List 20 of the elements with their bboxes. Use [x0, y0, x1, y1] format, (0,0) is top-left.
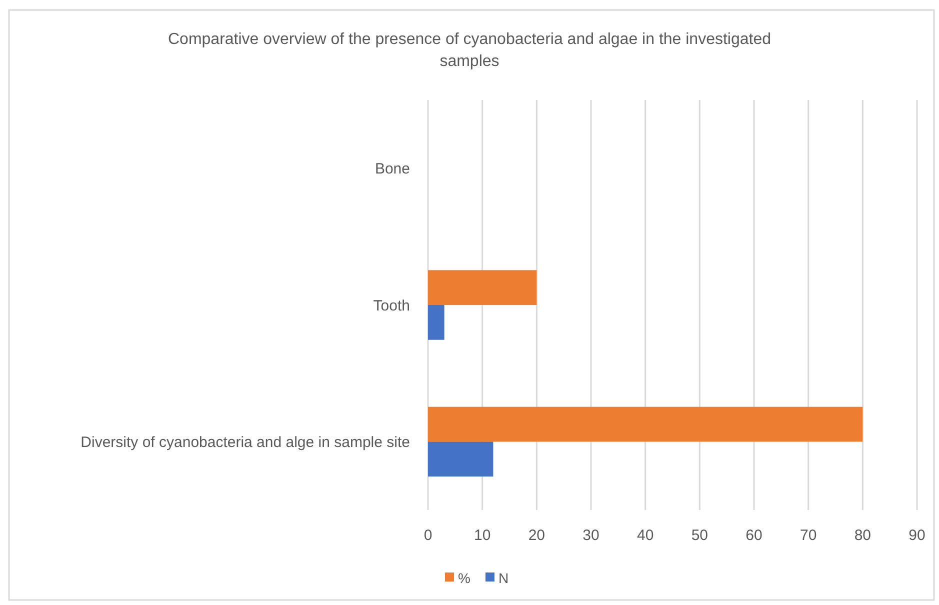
bar	[428, 406, 863, 442]
legend-label: N	[498, 570, 509, 586]
bar	[428, 442, 494, 477]
x-tick-label: 80	[854, 527, 872, 544]
x-tick-label: 0	[424, 527, 432, 544]
bar	[428, 270, 537, 305]
y-tick-label: Tooth	[373, 297, 410, 314]
y-tick-label: Diversity of cyanobacteria and alge in sample site	[80, 434, 410, 451]
x-tick-label: 70	[800, 527, 817, 544]
bar	[428, 305, 444, 340]
x-tick-label: 60	[746, 527, 762, 544]
x-tick-label: 30	[582, 527, 600, 544]
x-tick-label: 90	[908, 527, 926, 544]
x-tick-label: 50	[691, 527, 708, 544]
chart-title: Comparative overview of the presence of cyanobacteria and algae in the investigated samples	[168, 31, 772, 70]
x-tick-label: 10	[474, 527, 491, 544]
y-tick-label: Bone	[374, 160, 410, 178]
x-tick-label: 20	[528, 527, 546, 544]
legend-label: %	[458, 570, 470, 586]
x-tick-label: 40	[636, 527, 654, 544]
